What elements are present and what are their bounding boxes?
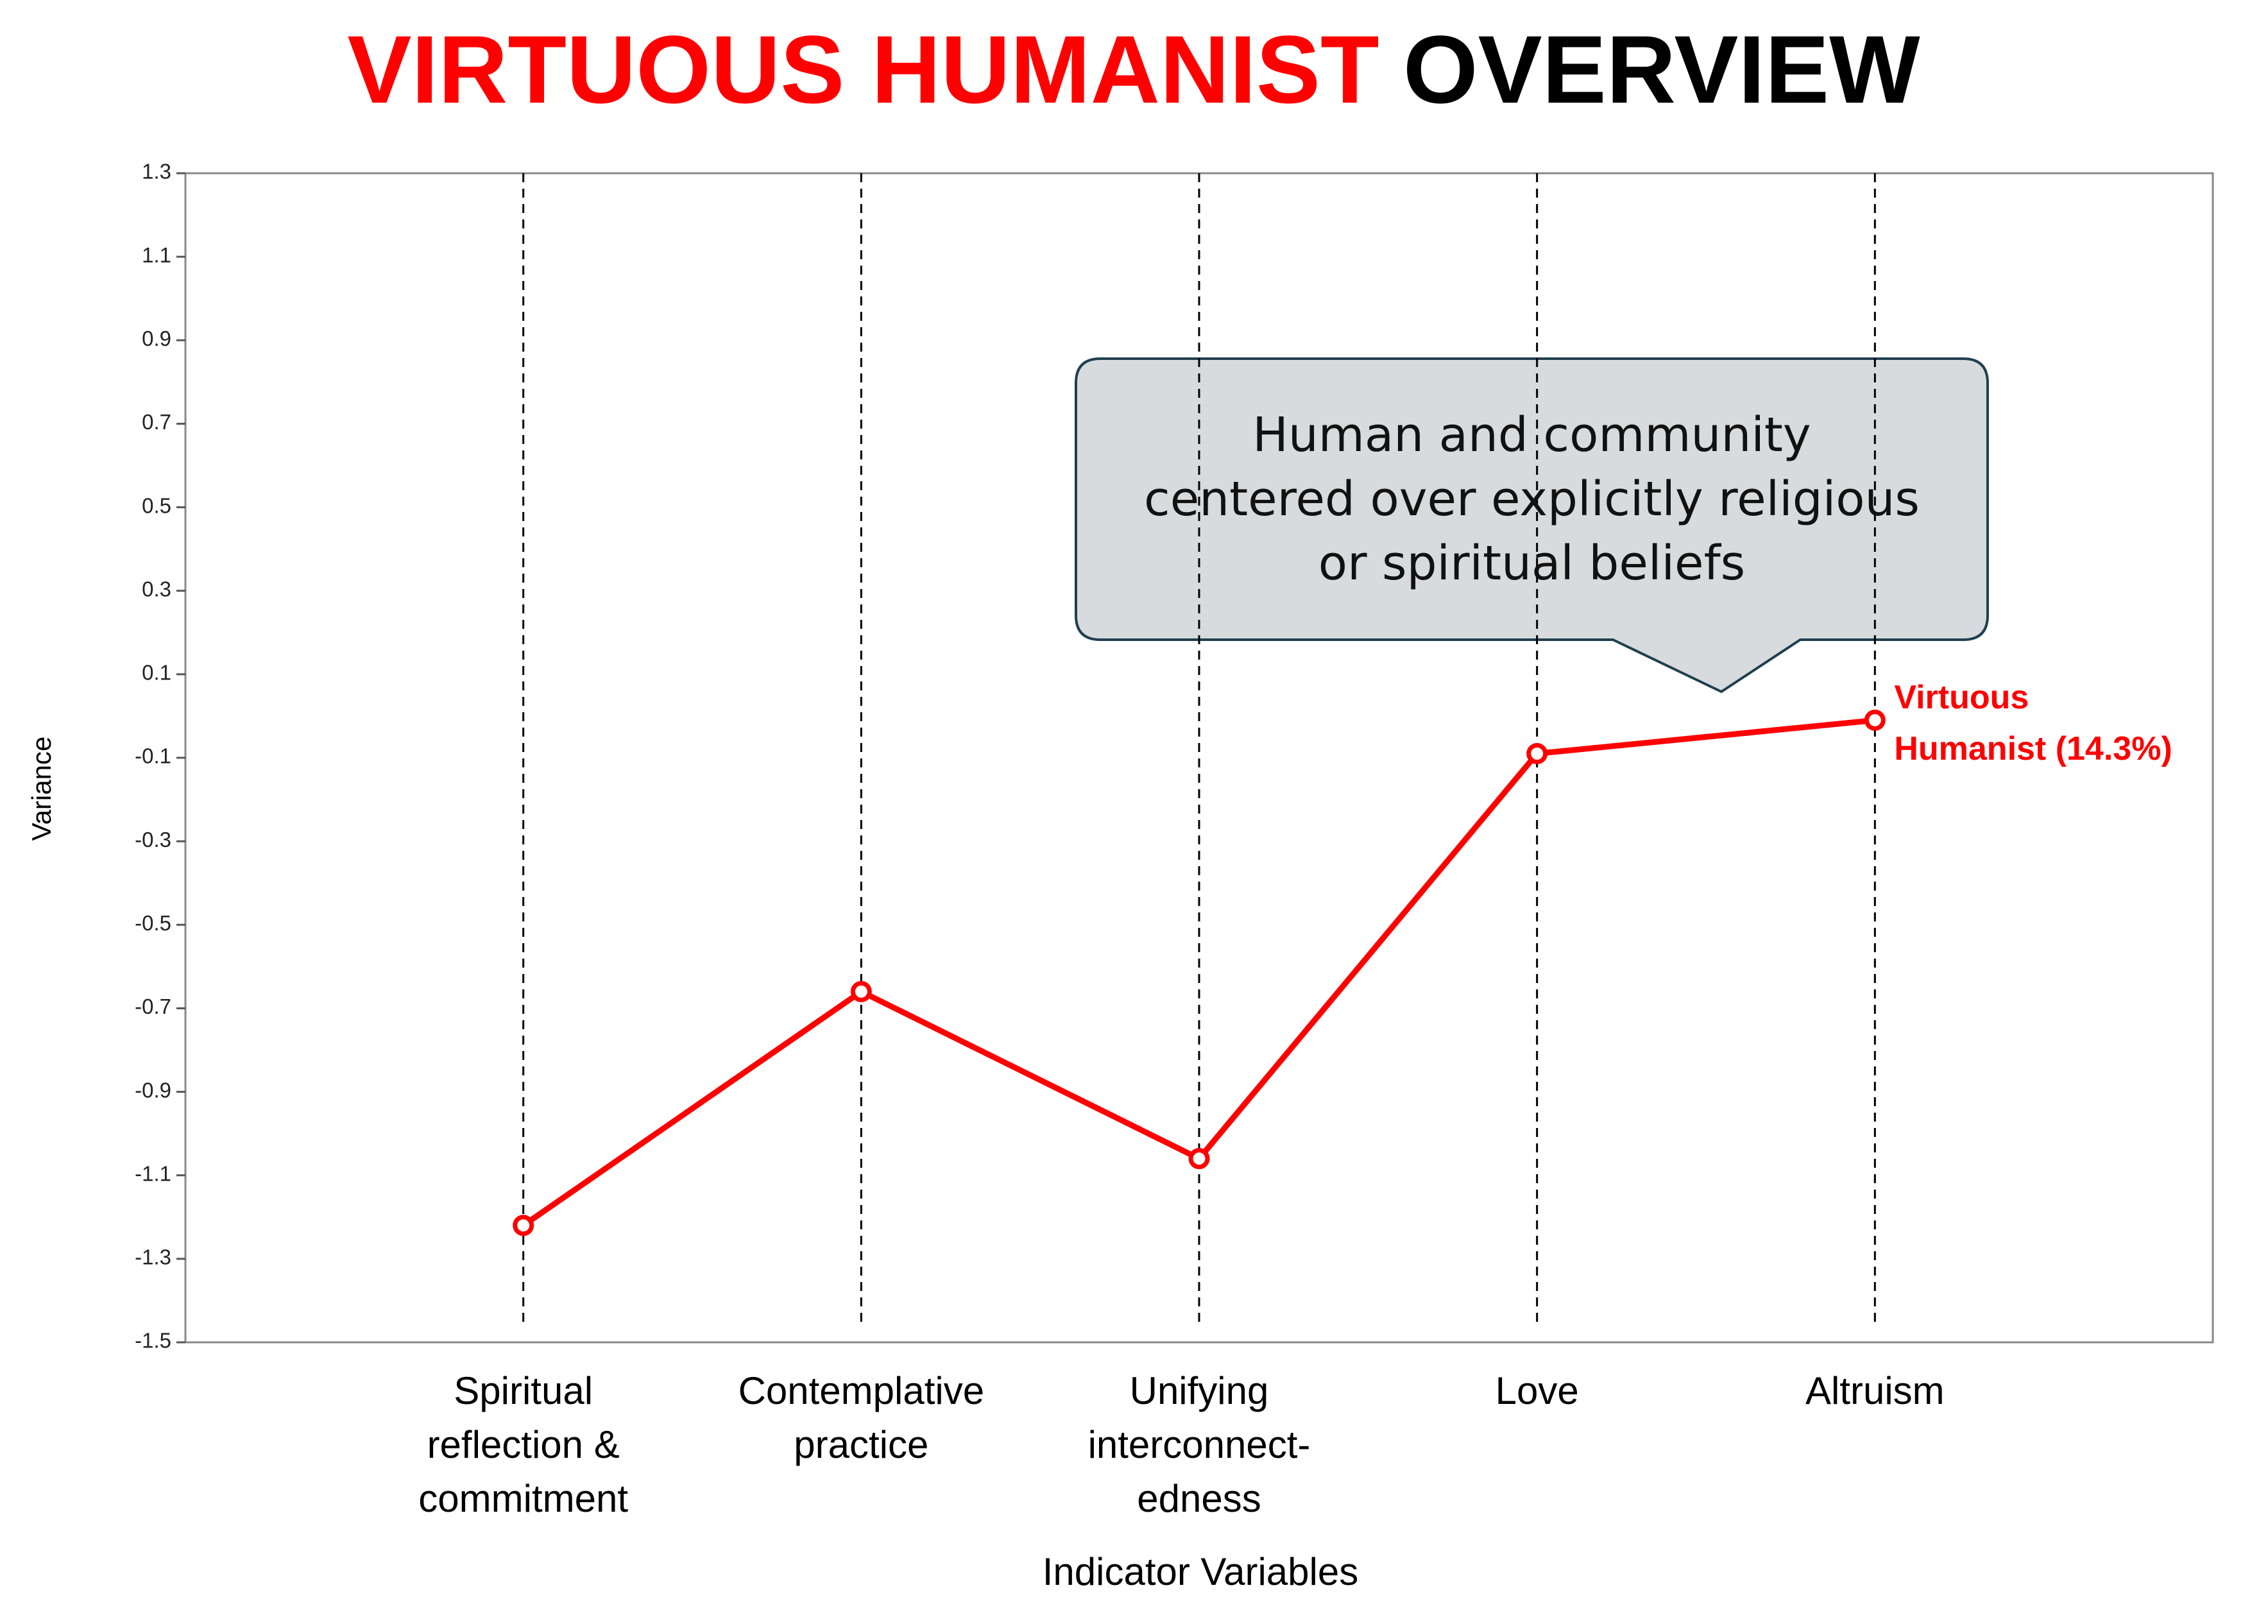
y-tick-label: -1.1 (135, 1161, 171, 1185)
y-tick-label: -1.3 (135, 1245, 171, 1269)
callout-box (1075, 357, 1989, 694)
y-tick-label: 0.7 (142, 410, 171, 434)
data-point (1864, 709, 1886, 731)
x-tick-label: Unifying interconnect- edness (1087, 1369, 1311, 1520)
y-tick-label: -0.5 (135, 911, 171, 935)
y-tick-label: 1.1 (142, 243, 171, 267)
y-tick-label: -0.9 (135, 1078, 171, 1102)
y-axis-title: Variance (26, 737, 56, 841)
series-label: Virtuous Humanist (14.3%) (1894, 679, 2172, 768)
title-part: OVERVIEW (1403, 15, 1920, 123)
y-tick-label: -0.3 (135, 828, 171, 851)
data-point (1188, 1148, 1210, 1170)
x-axis-title: Indicator Variables (1042, 1550, 1359, 1593)
annotation: Human and community centered over explic… (1144, 407, 1920, 591)
y-tick-label: 0.1 (142, 661, 171, 685)
y-tick-label: -0.1 (135, 744, 171, 768)
x-tick-label: Love (1495, 1369, 1579, 1412)
x-tick-label: Spiritual reflection & commitment (418, 1369, 629, 1520)
x-tick-label: Altruism (1805, 1369, 1945, 1412)
data-point (850, 980, 872, 1002)
data-point (1526, 742, 1548, 764)
data-point (513, 1215, 534, 1236)
y-tick-label: -1.5 (135, 1329, 171, 1353)
chart-title: VIRTUOUS HUMANIST OVERVIEW (347, 15, 1920, 123)
y-tick-label: 1.3 (142, 160, 171, 184)
y-tick-label: 0.5 (142, 493, 171, 517)
y-tick-label: -0.7 (135, 995, 171, 1018)
y-tick-label: 0.9 (142, 327, 171, 350)
x-tick-label: Contemplative practice (738, 1369, 985, 1466)
title-part: VIRTUOUS HUMANIST (347, 15, 1379, 123)
y-tick-label: 0.3 (142, 577, 171, 601)
